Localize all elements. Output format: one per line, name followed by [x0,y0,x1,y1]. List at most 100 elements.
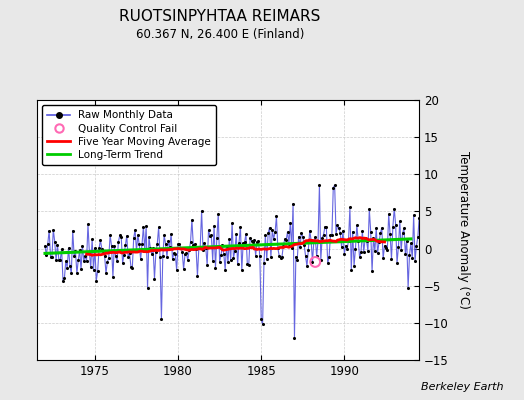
Point [142,223,150,230]
Point [413,234,422,240]
Point [411,258,419,264]
Point [379,255,387,262]
Point [192,246,200,252]
Point [74,257,82,264]
Point [207,232,215,238]
Point [220,251,228,257]
Point [166,244,174,250]
Point [86,264,95,270]
Point [106,232,114,238]
Point [159,253,167,260]
Point [226,257,235,263]
Point [206,233,214,239]
Point [193,273,202,279]
Point [267,254,275,260]
Point [170,250,178,256]
Point [252,252,260,259]
Point [285,241,293,247]
Point [311,234,320,241]
Point [386,231,394,238]
Point [351,246,359,252]
Point [344,238,353,244]
Point [155,224,163,230]
Point [361,235,369,241]
Point [387,256,396,262]
Point [121,242,129,249]
Point [293,256,301,263]
Point [303,263,311,269]
Point [362,237,370,244]
Point [272,213,281,220]
Point [78,243,86,250]
Point [364,248,372,254]
Point [357,249,365,255]
Point [397,247,406,254]
Point [407,240,415,246]
Point [250,237,258,244]
Point [333,222,342,229]
Point [215,258,224,265]
Point [265,224,274,231]
Point [110,243,118,249]
Point [342,242,350,249]
Point [73,270,81,276]
Point [288,245,296,251]
Point [359,249,368,255]
Point [48,254,56,260]
Point [88,236,96,242]
Point [211,264,220,271]
Point [253,239,261,245]
Point [346,204,354,211]
Point [283,229,292,235]
Point [129,235,138,241]
Point [196,244,204,250]
Point [385,211,393,217]
Point [310,238,318,244]
Point [307,237,315,243]
Point [312,253,321,260]
Text: 60.367 N, 26.400 E (Finland): 60.367 N, 26.400 E (Finland) [136,28,304,41]
Point [188,217,196,223]
Point [58,246,66,252]
Point [396,218,404,224]
Point [224,259,232,266]
Point [213,235,221,241]
Point [389,223,397,230]
Point [246,235,254,241]
Point [415,215,423,221]
Point [365,206,374,212]
Point [150,276,159,282]
Point [422,229,430,235]
Point [332,231,340,237]
Point [290,334,299,341]
Point [96,237,105,244]
Point [60,275,69,282]
Point [53,242,62,248]
Point [84,221,92,228]
Point [404,285,412,291]
Point [400,225,408,232]
Point [54,256,63,263]
Point [71,248,80,254]
Point [380,242,389,249]
Point [264,230,272,236]
Point [125,250,134,256]
Point [105,255,113,261]
Point [263,256,271,263]
Point [218,242,226,248]
Point [42,252,51,259]
Point [355,254,364,261]
Point [402,237,411,244]
Point [209,257,217,264]
Point [92,277,101,284]
Point [391,222,400,228]
Point [257,316,265,322]
Point [116,232,124,238]
Point [278,253,286,260]
Point [117,234,125,240]
Point [189,242,198,248]
Point [182,250,191,256]
Point [304,247,312,253]
Point [354,237,363,244]
Point [112,253,120,260]
